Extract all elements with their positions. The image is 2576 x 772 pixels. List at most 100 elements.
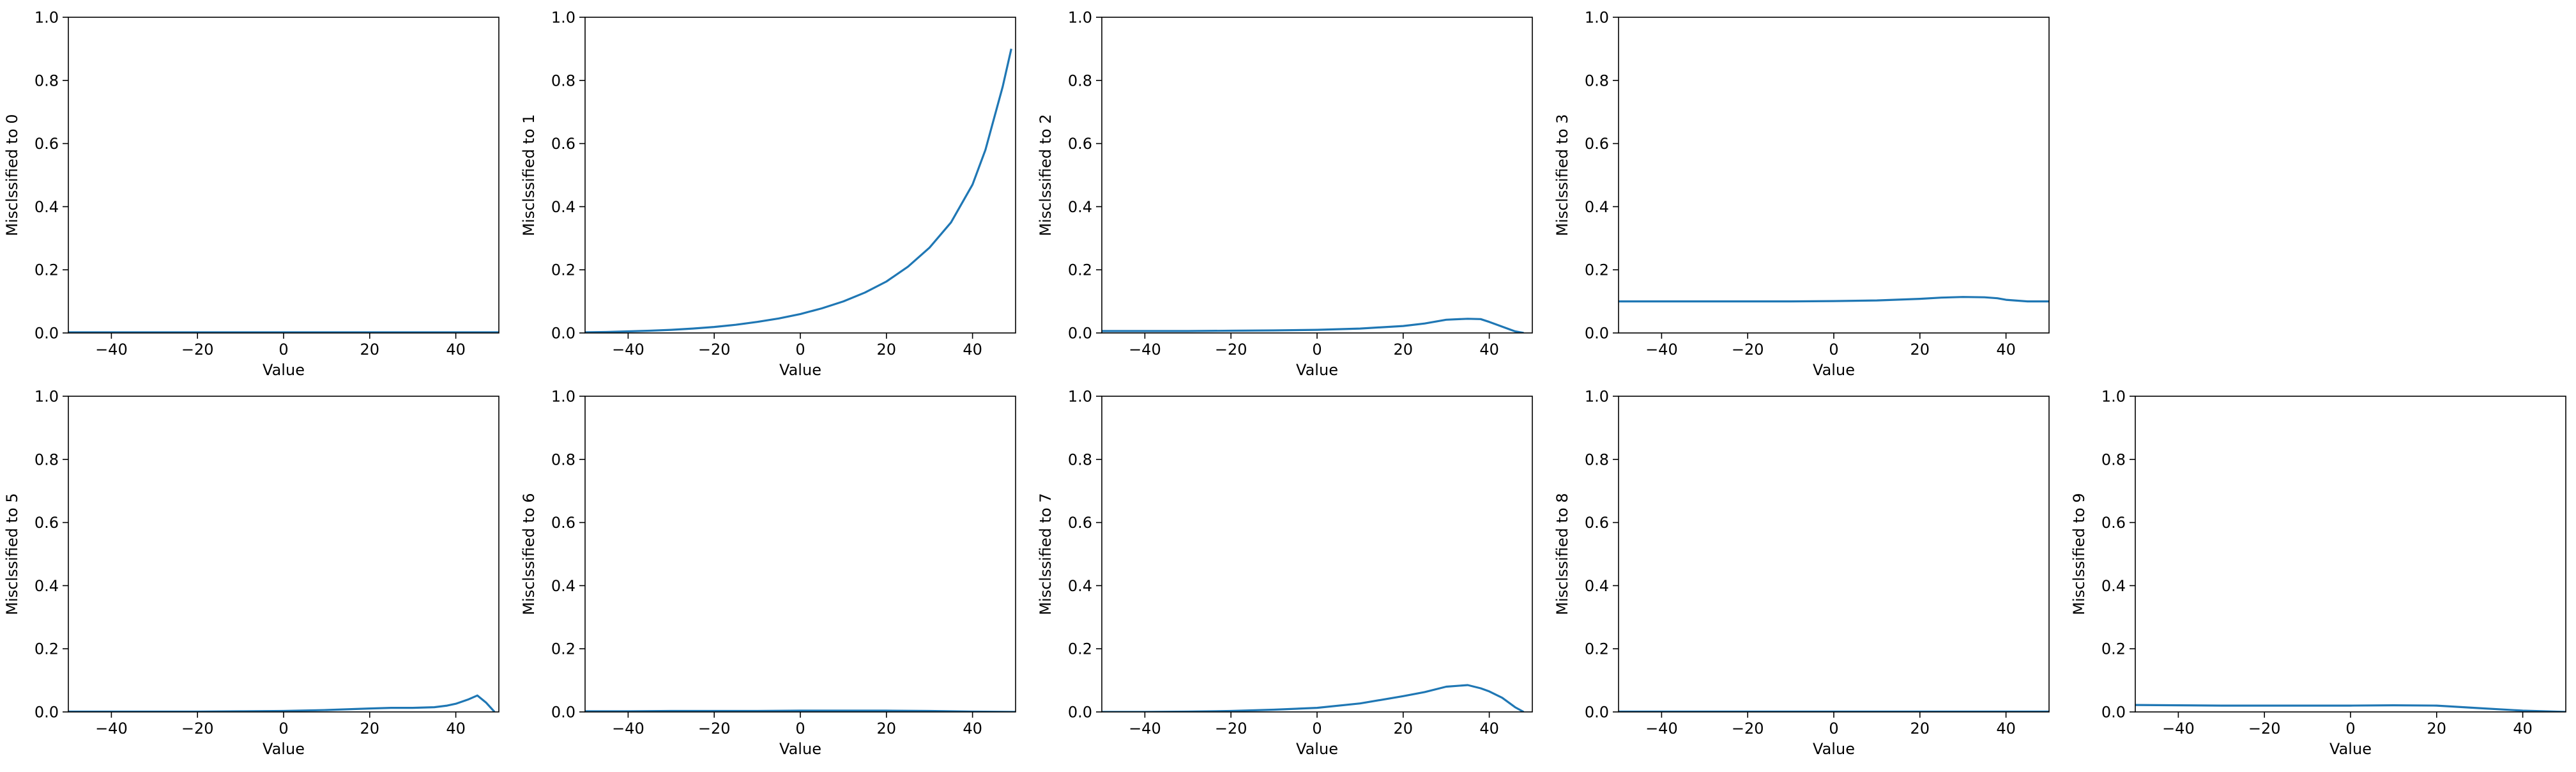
series-line	[2135, 704, 2566, 712]
x-tick-label: 0	[1829, 341, 1838, 359]
y-tick-label: 0.8	[1068, 72, 1092, 89]
x-tick-label: −40	[1129, 341, 1161, 359]
y-tick-label: 1.0	[1068, 388, 1092, 406]
x-tick-label: 0	[278, 720, 288, 737]
series-line	[585, 709, 1016, 712]
y-tick-label: 0.2	[1585, 640, 1609, 658]
x-tick-label: −20	[1215, 720, 1247, 737]
y-axis-label: Misclssified to 5	[3, 493, 21, 615]
axes-frame	[68, 17, 499, 334]
x-tick-label: 0	[1829, 720, 1838, 737]
y-tick-label: 0.4	[34, 198, 59, 216]
x-tick-label: 40	[1479, 341, 1499, 359]
y-axis-label: Misclssified to 3	[1553, 114, 1571, 236]
y-tick-label: 0.6	[34, 135, 59, 153]
y-tick-label: 0.4	[2101, 577, 2126, 595]
x-axis-label: Value	[1813, 361, 1855, 379]
x-tick-label: 0	[795, 341, 805, 359]
x-tick-label: −20	[698, 341, 731, 359]
y-tick-label: 0.8	[551, 451, 575, 468]
subplot-4: −40 −20 0 20 40 0.0 0.2 0.4 0.6 0.8 1.0 Value Miscls…	[3, 388, 499, 758]
y-tick-label: 0.4	[1068, 577, 1092, 595]
y-tick-label: 1.0	[1068, 9, 1092, 27]
y-axis-label: Misclssified to 9	[2070, 493, 2088, 615]
x-tick-label: 40	[2513, 720, 2533, 737]
y-tick-label: 0.6	[1585, 514, 1609, 532]
x-tick-label: −20	[1732, 720, 1764, 737]
x-tick-label: −20	[2248, 720, 2281, 737]
y-axis-label: Misclssified to 0	[3, 114, 21, 236]
subplot-5: −40 −20 0 20 40 0.0 0.2 0.4 0.6 0.8 1.0 Value Miscls…	[520, 388, 1016, 758]
x-tick-label: 40	[446, 341, 466, 359]
x-tick-label: 20	[1910, 341, 1930, 359]
y-tick-label: 0.8	[2101, 451, 2126, 468]
x-tick-label: 20	[360, 720, 380, 737]
x-tick-label: 0	[278, 341, 288, 359]
y-tick-label: 0.6	[551, 135, 575, 153]
y-tick-label: 0.4	[34, 577, 59, 595]
axes-frame	[2135, 396, 2566, 713]
y-tick-label: 0.4	[1585, 577, 1609, 595]
y-tick-label: 1.0	[34, 388, 59, 406]
y-tick-label: 0.0	[1068, 704, 1092, 722]
x-tick-label: 20	[877, 341, 897, 359]
y-tick-label: 0.2	[34, 261, 59, 279]
x-tick-label: −20	[698, 720, 731, 737]
x-tick-label: −40	[2162, 720, 2195, 737]
y-tick-label: 1.0	[1585, 9, 1609, 27]
subplot-8: −40 −20 0 20 40 0.0 0.2 0.4 0.6 0.8 1.0 Value Miscls…	[2070, 388, 2566, 758]
y-tick-label: 0.2	[551, 640, 575, 658]
x-tick-label: 40	[963, 720, 982, 737]
subplot-2: −40 −20 0 20 40 0.0 0.2 0.4 0.6 0.8 1.0 Value Miscls…	[1037, 9, 1533, 379]
y-axis-label: Misclssified to 1	[520, 114, 538, 236]
x-tick-label: −20	[1215, 341, 1247, 359]
y-tick-label: 0.6	[1068, 514, 1092, 532]
y-tick-label: 0.6	[551, 514, 575, 532]
y-axis-label: Misclssified to 7	[1037, 493, 1055, 615]
y-axis-label: Misclssified to 2	[1037, 114, 1055, 236]
y-tick-label: 1.0	[2101, 388, 2126, 406]
x-axis-label: Value	[779, 740, 821, 758]
axes-frame	[584, 17, 1016, 334]
y-tick-label: 0.0	[1585, 325, 1609, 343]
y-tick-label: 0.8	[34, 72, 59, 89]
y-tick-label: 0.6	[1068, 135, 1092, 153]
axes-frame	[1101, 396, 1533, 713]
x-tick-label: −40	[95, 341, 128, 359]
series-line	[1102, 684, 1525, 712]
series-line	[1619, 296, 2049, 303]
y-tick-label: 0.6	[2101, 514, 2126, 532]
y-tick-label: 0.2	[1585, 261, 1609, 279]
x-tick-label: 20	[360, 341, 380, 359]
x-axis-label: Value	[263, 361, 305, 379]
x-tick-label: 40	[1479, 720, 1499, 737]
y-tick-label: 0.8	[34, 451, 59, 468]
x-tick-label: 0	[2345, 720, 2355, 737]
subplot-3: −40 −20 0 20 40 0.0 0.2 0.4 0.6 0.8 1.0 Value Miscls…	[1553, 9, 2050, 379]
x-tick-label: −40	[1129, 720, 1161, 737]
y-tick-label: 0.8	[1585, 72, 1609, 89]
x-axis-label: Value	[1296, 740, 1338, 758]
y-tick-label: 0.6	[34, 514, 59, 532]
series-line	[1102, 318, 1524, 333]
y-tick-label: 0.0	[551, 704, 575, 722]
y-tick-label: 0.2	[1068, 640, 1092, 658]
y-axis-label: Misclssified to 6	[520, 493, 538, 615]
x-tick-label: −40	[1645, 341, 1678, 359]
y-tick-label: 0.4	[1585, 198, 1609, 216]
x-tick-label: −40	[1645, 720, 1678, 737]
y-tick-label: 1.0	[551, 388, 575, 406]
x-axis-label: Value	[1296, 361, 1338, 379]
y-tick-label: 0.0	[34, 704, 59, 722]
y-tick-label: 0.0	[1068, 325, 1092, 343]
subplot-0: −40 −20 0 20 40 0.0 0.2 0.4 0.6 0.8 1.0 Value Miscls…	[3, 9, 499, 379]
subplot-7: −40 −20 0 20 40 0.0 0.2 0.4 0.6 0.8 1.0 Value Miscls…	[1553, 388, 2050, 758]
y-tick-label: 0.8	[1068, 451, 1092, 468]
x-axis-label: Value	[2329, 740, 2372, 758]
x-tick-label: −20	[1732, 341, 1764, 359]
x-tick-label: 0	[1312, 720, 1322, 737]
x-axis-label: Value	[779, 361, 821, 379]
axes-frame	[1618, 396, 2050, 713]
x-tick-label: 0	[1312, 341, 1322, 359]
